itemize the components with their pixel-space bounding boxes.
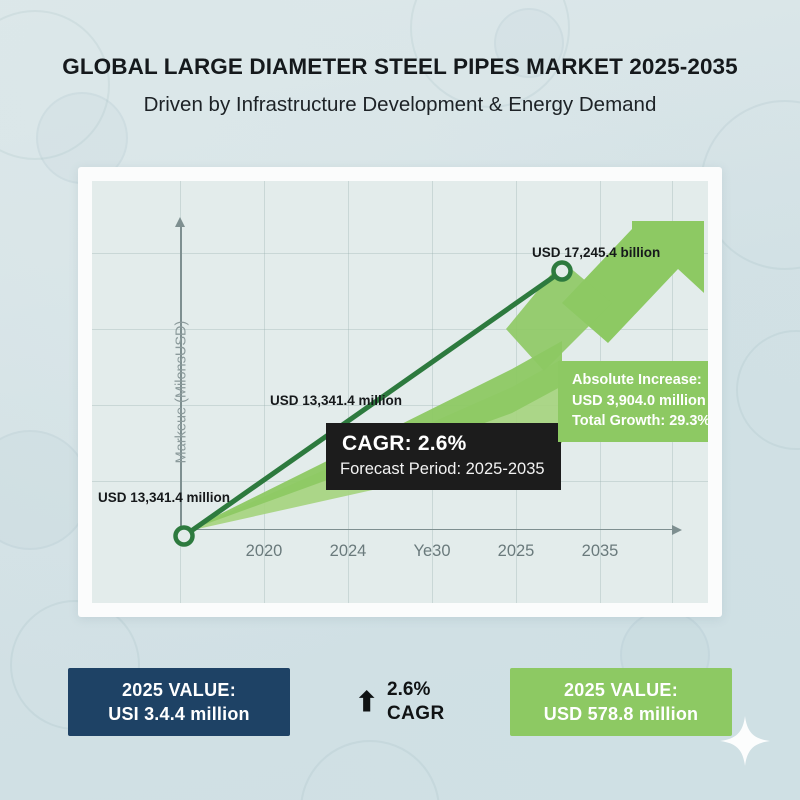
data-label-start: USD 13,341.4 million xyxy=(98,490,231,505)
data-point-marker-end xyxy=(551,260,573,282)
x-axis-arrow-icon xyxy=(672,525,682,535)
x-axis-line xyxy=(180,528,672,530)
gridline-horizontal xyxy=(92,405,708,406)
stat-middle-percent: 2.6% xyxy=(387,679,431,700)
x-tick-label: 2025 xyxy=(497,542,535,560)
y-axis-line xyxy=(180,225,182,530)
data-label-mid: USD 13,341.4 million xyxy=(270,393,403,408)
stats-row: 2025 VALUE: USI 3.4.4 million ⬆ 2.6% CAG… xyxy=(68,668,732,736)
stat-left-heading: 2025 VALUE: xyxy=(121,679,236,700)
gridline-horizontal xyxy=(92,329,708,330)
chart-plot-panel: Markeue (MilonsUSD) USD 13,341.4 million… xyxy=(92,181,708,603)
x-tick-label: Ye30 xyxy=(413,542,451,560)
x-tick-label: 2020 xyxy=(245,542,283,560)
arrow-up-icon: ⬆ xyxy=(355,686,379,717)
stat-right-value: USD 578.8 million xyxy=(543,703,699,724)
watermark-circle xyxy=(0,430,90,550)
gridline-vertical xyxy=(264,181,265,603)
watermark-circle xyxy=(736,330,800,450)
data-label-end: USD 17,245.4 billion xyxy=(532,245,661,260)
gridline-vertical xyxy=(348,181,349,603)
gridline-vertical xyxy=(432,181,433,603)
watermark-circle xyxy=(300,740,440,800)
header: GLOBAL LARGE DIAMETER STEEL PIPES MARKET… xyxy=(0,54,800,117)
gridline-horizontal xyxy=(92,253,708,254)
x-tick-label: 2035 xyxy=(581,542,619,560)
stat-left-value: USI 3.4.4 million xyxy=(108,703,250,724)
total-growth-value: Total Growth: 29.3% xyxy=(572,413,708,430)
stat-right-heading: 2025 VALUE: xyxy=(563,679,678,700)
x-tick-label: 2024 xyxy=(329,542,367,560)
cagr-forecast-period: Forecast Period: 2025-2035 xyxy=(340,460,545,478)
page-subtitle: Driven by Infrastructure Development & E… xyxy=(143,93,657,116)
page-title: GLOBAL LARGE DIAMETER STEEL PIPES MARKET… xyxy=(62,54,738,79)
stat-middle-label: CAGR xyxy=(387,703,445,724)
cagr-callout: CAGR: 2.6% Forecast Period: 2025-2035 xyxy=(326,423,561,490)
stat-card-2025-value-left: 2025 VALUE: USI 3.4.4 million xyxy=(68,668,290,736)
growth-arrow-tail xyxy=(506,261,612,371)
cagr-value: CAGR: 2.6% xyxy=(342,432,467,455)
stat-card-2025-value-right: 2025 VALUE: USD 578.8 million xyxy=(510,668,732,736)
trend-line xyxy=(181,268,565,539)
stat-card-cagr-middle: ⬆ 2.6% CAGR xyxy=(290,668,510,736)
absolute-increase-value: USD 3,904.0 million xyxy=(572,392,706,409)
data-point-marker-start xyxy=(173,525,195,547)
absolute-increase-heading: Absolute Increase: xyxy=(572,372,702,388)
absolute-increase-callout: Absolute Increase: USD 3,904.0 million T… xyxy=(558,361,708,442)
y-axis-arrow-icon xyxy=(175,217,185,227)
stat-middle-text: 2.6% CAGR xyxy=(387,679,445,725)
chart-card: Markeue (MilonsUSD) USD 13,341.4 million… xyxy=(78,167,722,617)
